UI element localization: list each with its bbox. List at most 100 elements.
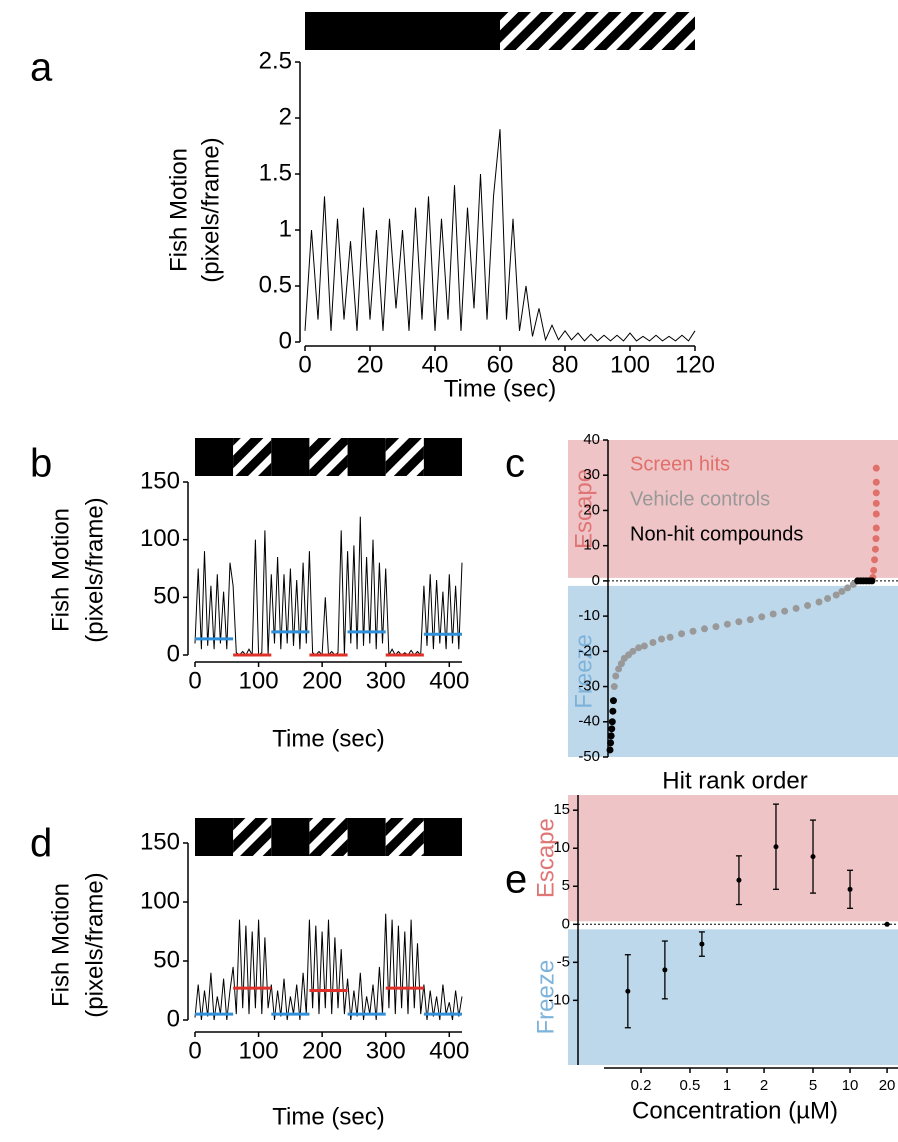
point xyxy=(666,633,674,641)
panel-label: b xyxy=(30,442,52,486)
x-tick-label: 300 xyxy=(366,667,406,694)
x-tick-label: 60 xyxy=(487,351,514,378)
y-tick-label: 0 xyxy=(562,915,570,932)
stimulus-bar xyxy=(347,818,386,856)
x-tick-label: 200 xyxy=(302,667,342,694)
y-tick-label: 10 xyxy=(583,537,600,554)
point xyxy=(758,613,766,621)
x-tick-label: 80 xyxy=(552,351,579,378)
x-tick-label: 1 xyxy=(723,1077,731,1094)
panel-label: e xyxy=(505,858,527,902)
point xyxy=(610,683,618,691)
y-axis-label: Fish Motion xyxy=(165,148,192,272)
x-tick-label: 400 xyxy=(429,667,469,694)
x-tick-label: 5 xyxy=(809,1077,817,1094)
point xyxy=(678,630,686,638)
point xyxy=(868,577,876,585)
point xyxy=(872,499,880,507)
stimulus-bar xyxy=(309,818,348,856)
x-tick-label: 100 xyxy=(239,1037,279,1064)
region-label: Escape xyxy=(532,818,559,898)
x-tick-label: 0.2 xyxy=(631,1077,652,1094)
x-tick-label: 120 xyxy=(675,351,715,378)
x-tick-label: 0 xyxy=(298,351,311,378)
y-axis-label: (pixels/frame) xyxy=(197,137,224,282)
stimulus-bar xyxy=(423,438,462,476)
panel-label: a xyxy=(30,46,53,90)
panel-label: d xyxy=(30,822,52,866)
legend-entry: Vehicle controls xyxy=(630,488,770,510)
stimulus-bar xyxy=(500,12,695,50)
point xyxy=(872,478,880,486)
x-tick-label: 0 xyxy=(188,667,201,694)
point xyxy=(609,697,617,705)
point xyxy=(609,707,617,715)
y-tick-label: 40 xyxy=(583,431,600,448)
point xyxy=(872,510,880,518)
y-tick-label: 0 xyxy=(167,640,180,667)
point xyxy=(872,489,880,497)
stimulus-bar xyxy=(347,438,386,476)
region xyxy=(568,795,898,922)
point xyxy=(700,625,708,633)
y-tick-label: 10 xyxy=(553,839,570,856)
point xyxy=(815,598,823,606)
point xyxy=(612,672,620,680)
x-tick-label: 0 xyxy=(188,1037,201,1064)
point xyxy=(615,665,623,673)
point xyxy=(871,545,879,553)
x-axis-label: Time (sec) xyxy=(444,375,556,402)
x-axis-label: Time (sec) xyxy=(272,1103,384,1130)
region-label: Freeze xyxy=(532,960,559,1035)
y-tick-label: 30 xyxy=(583,466,600,483)
region xyxy=(568,585,898,757)
point xyxy=(608,718,616,726)
x-tick-label: 0.5 xyxy=(680,1077,701,1094)
point xyxy=(723,620,731,628)
trace xyxy=(194,516,463,657)
y-tick-label: 0 xyxy=(279,327,292,354)
point xyxy=(640,642,648,650)
point xyxy=(872,464,880,472)
y-tick-label: 0 xyxy=(167,1005,180,1032)
x-tick-label: 200 xyxy=(302,1037,342,1064)
y-tick-label: 0 xyxy=(592,572,600,589)
y-tick-label: 50 xyxy=(153,946,180,973)
point xyxy=(844,584,852,592)
stimulus-bar xyxy=(271,818,310,856)
point xyxy=(608,725,616,733)
trace xyxy=(304,129,696,342)
point xyxy=(871,556,879,564)
point xyxy=(607,732,615,740)
x-tick-label: 100 xyxy=(610,351,650,378)
stimulus-bar xyxy=(309,438,348,476)
point xyxy=(635,644,643,652)
y-axis-label: Fish Motion xyxy=(47,883,74,1007)
point xyxy=(792,604,800,612)
point xyxy=(606,746,614,754)
point xyxy=(689,627,697,635)
x-tick-label: 400 xyxy=(429,1037,469,1064)
y-axis-label: Fish Motion xyxy=(47,508,74,632)
legend-entry: Screen hits xyxy=(630,453,730,475)
point xyxy=(649,639,657,647)
y-tick-label: 100 xyxy=(140,887,180,914)
point xyxy=(832,591,840,599)
point xyxy=(804,602,812,610)
y-tick-label: 150 xyxy=(140,467,180,494)
y-tick-label: -20 xyxy=(578,642,600,659)
stimulus-bar xyxy=(423,818,462,856)
y-tick-label: 1.5 xyxy=(259,159,292,186)
y-tick-label: -10 xyxy=(578,607,600,624)
stimulus-bar xyxy=(233,818,272,856)
point xyxy=(625,988,631,994)
y-tick-label: -5 xyxy=(557,953,570,970)
point xyxy=(872,535,880,543)
trace xyxy=(194,913,463,1021)
y-tick-label: -30 xyxy=(578,678,600,695)
x-tick-label: 300 xyxy=(366,1037,406,1064)
region xyxy=(568,440,898,578)
point xyxy=(662,967,668,973)
